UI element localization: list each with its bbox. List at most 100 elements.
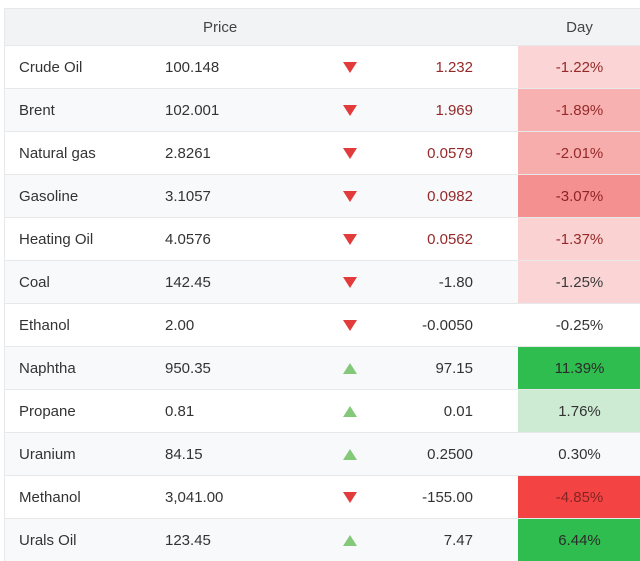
commodity-day-percent: -0.25% <box>555 316 604 334</box>
direction-cell <box>297 89 403 131</box>
commodity-price: 0.81 <box>165 402 195 420</box>
commodity-name: Methanol <box>19 488 81 506</box>
commodity-change: 0.2500 <box>427 445 473 463</box>
commodity-price: 102.001 <box>165 101 220 119</box>
commodity-name: Uranium <box>19 445 76 463</box>
table-row[interactable]: Ethanol 2.00 -0.0050 -0.25% <box>5 303 640 346</box>
commodity-price: 142.45 <box>165 273 211 291</box>
commodity-change: 0.0562 <box>427 230 473 248</box>
direction-cell <box>297 261 403 303</box>
commodity-price: 950.35 <box>165 359 211 377</box>
down-triangle-icon <box>343 491 357 503</box>
gap-cell <box>473 132 518 174</box>
table-row[interactable]: Naphtha 950.35 97.15 11.39% <box>5 346 640 389</box>
commodity-price: 3,041.00 <box>165 488 224 506</box>
commodity-change: -0.0050 <box>422 316 473 334</box>
header-name-cell <box>5 9 157 45</box>
commodity-change: 1.969 <box>435 101 473 119</box>
table-row[interactable]: Propane 0.81 0.01 1.76% <box>5 389 640 432</box>
direction-cell <box>297 347 403 389</box>
commodity-change: 0.0579 <box>427 144 473 162</box>
direction-cell <box>297 218 403 260</box>
commodity-day-percent: 11.39% <box>518 347 640 389</box>
commodity-change: 0.0982 <box>427 187 473 205</box>
commodity-name: Natural gas <box>19 144 96 162</box>
direction-cell <box>297 433 403 475</box>
table-row[interactable]: Methanol 3,041.00 -155.00 -4.85% <box>5 475 640 518</box>
down-triangle-icon <box>343 104 357 116</box>
table-row[interactable]: Uranium 84.15 0.2500 0.30% <box>5 432 640 475</box>
commodity-change: 0.01 <box>443 402 473 420</box>
commodity-name: Urals Oil <box>19 531 77 549</box>
down-triangle-icon <box>343 147 357 159</box>
commodity-name: Gasoline <box>19 187 79 205</box>
commodity-day-percent: -1.25% <box>518 261 640 303</box>
up-triangle-icon <box>343 405 357 417</box>
commodity-day-percent: -3.07% <box>518 175 640 217</box>
direction-cell <box>297 132 403 174</box>
gap-cell <box>473 261 518 303</box>
table-row[interactable]: Urals Oil 123.45 7.47 6.44% <box>5 518 640 561</box>
commodity-price: 2.8261 <box>165 144 211 162</box>
direction-cell <box>297 175 403 217</box>
table-row[interactable]: Natural gas 2.8261 0.0579 -2.01% <box>5 131 640 174</box>
down-triangle-icon <box>343 61 357 73</box>
commodity-change: 1.232 <box>435 58 473 76</box>
down-triangle-icon <box>343 276 357 288</box>
commodity-day-percent: -1.37% <box>518 218 640 260</box>
gap-cell <box>473 390 518 432</box>
up-triangle-icon <box>343 448 357 460</box>
header-direction-cell <box>297 9 403 45</box>
gap-cell <box>473 519 518 561</box>
commodity-day-percent: -1.22% <box>518 46 640 88</box>
commodity-name: Brent <box>19 101 55 119</box>
price-column-header: Price <box>203 18 238 36</box>
commodity-price: 4.0576 <box>165 230 211 248</box>
commodity-price: 123.45 <box>165 531 211 549</box>
commodity-name: Naphtha <box>19 359 76 377</box>
commodity-day-percent: 6.44% <box>518 519 640 561</box>
direction-cell <box>297 304 403 346</box>
commodity-price: 2.00 <box>165 316 195 334</box>
commodity-day-percent: 1.76% <box>518 390 640 432</box>
up-triangle-icon <box>343 362 357 374</box>
header-change-cell <box>403 9 473 45</box>
commodity-name: Propane <box>19 402 76 420</box>
commodity-change: 97.15 <box>435 359 473 377</box>
commodity-name: Heating Oil <box>19 230 94 248</box>
commodity-price: 3.1057 <box>165 187 211 205</box>
direction-cell <box>297 519 403 561</box>
gap-cell <box>473 218 518 260</box>
up-triangle-icon <box>343 534 357 546</box>
gap-cell <box>473 175 518 217</box>
header-price-cell: Price <box>157 9 297 45</box>
commodity-price: 100.148 <box>165 58 220 76</box>
commodity-change: -1.80 <box>438 273 473 291</box>
commodity-change: -155.00 <box>422 488 473 506</box>
commodities-table: Price Day Crude Oil 100.148 1.232 -1.22%… <box>4 8 640 561</box>
table-row[interactable]: Coal 142.45 -1.80 -1.25% <box>5 260 640 303</box>
table-row[interactable]: Heating Oil 4.0576 0.0562 -1.37% <box>5 217 640 260</box>
commodity-name: Ethanol <box>19 316 70 334</box>
table-row[interactable]: Gasoline 3.1057 0.0982 -3.07% <box>5 174 640 217</box>
commodity-day-percent: -4.85% <box>518 476 640 518</box>
gap-cell <box>473 304 518 346</box>
commodity-change: 7.47 <box>443 531 473 549</box>
direction-cell <box>297 46 403 88</box>
gap-cell <box>473 347 518 389</box>
table-row[interactable]: Crude Oil 100.148 1.232 -1.22% <box>5 45 640 88</box>
direction-cell <box>297 476 403 518</box>
commodity-name: Crude Oil <box>19 58 83 76</box>
commodity-day-percent: -2.01% <box>518 132 640 174</box>
gap-cell <box>473 433 518 475</box>
gap-cell <box>473 476 518 518</box>
table-header-row: Price Day <box>5 9 640 45</box>
direction-cell <box>297 390 403 432</box>
down-triangle-icon <box>343 233 357 245</box>
commodity-day-percent: -1.89% <box>518 89 640 131</box>
commodity-name: Coal <box>19 273 50 291</box>
header-gap-cell <box>473 9 518 45</box>
day-column-header: Day <box>566 18 593 36</box>
table-row[interactable]: Brent 102.001 1.969 -1.89% <box>5 88 640 131</box>
